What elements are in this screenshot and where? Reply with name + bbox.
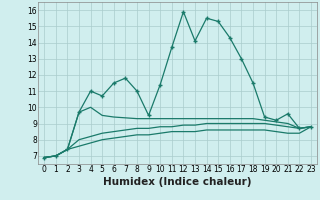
X-axis label: Humidex (Indice chaleur): Humidex (Indice chaleur) <box>103 177 252 187</box>
